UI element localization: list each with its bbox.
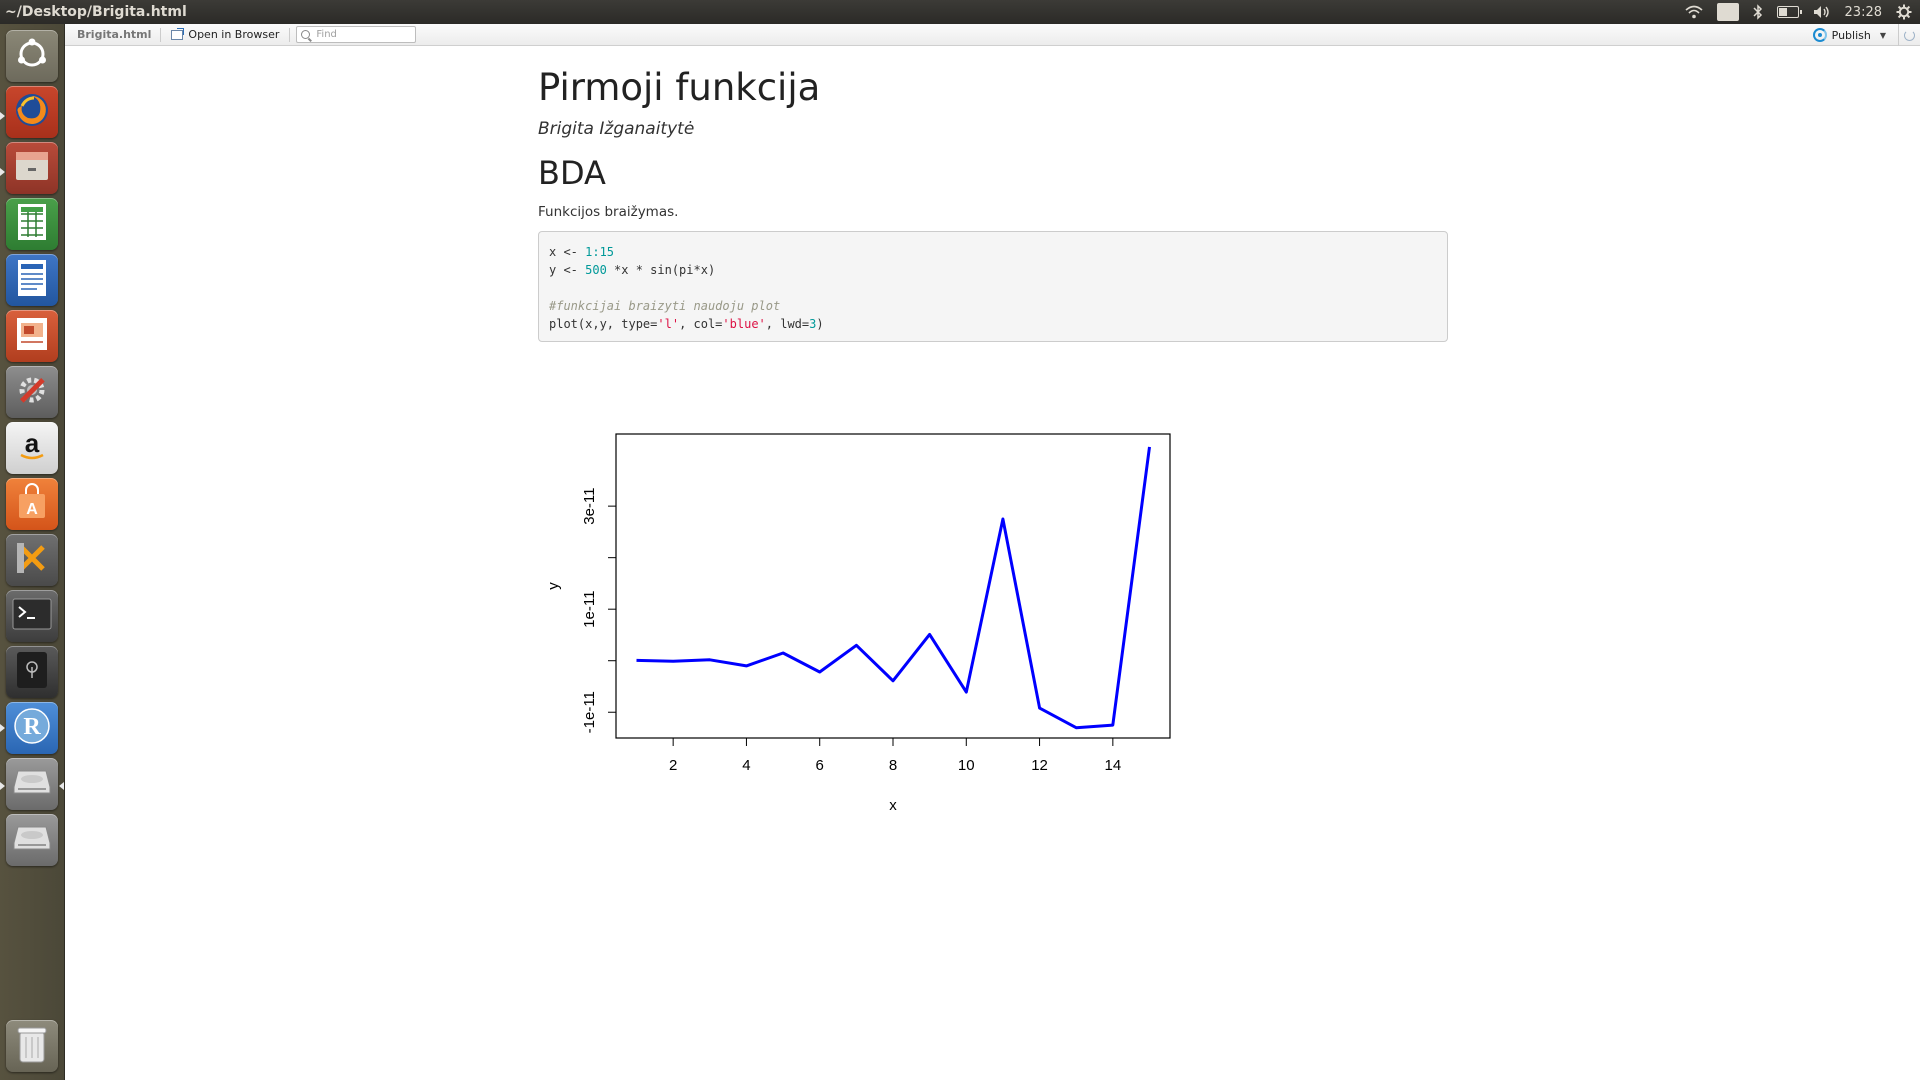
page-title: Pirmoji funkcija — [538, 66, 821, 109]
plot-frame — [615, 433, 1171, 739]
svg-text:A: A — [26, 501, 38, 518]
x-tool-icon — [13, 539, 51, 581]
keyboard-layout-indicator[interactable]: Lt — [1716, 3, 1739, 21]
find-box[interactable] — [296, 26, 417, 43]
launcher-files[interactable] — [6, 142, 58, 194]
spreadsheet-icon — [15, 202, 49, 246]
launcher-firefox[interactable] — [6, 86, 58, 138]
presentation-icon — [14, 315, 50, 357]
terminal-icon — [12, 598, 52, 634]
open-in-browser-label: Open in Browser — [188, 27, 280, 41]
launcher-trash[interactable] — [6, 1020, 58, 1072]
launcher: a A R — [0, 24, 65, 1080]
volume-icon[interactable] — [1813, 3, 1831, 21]
chevron-down-icon[interactable]: ▼ — [1879, 30, 1886, 40]
hard-disk-icon — [12, 767, 52, 801]
system-tray: Lt 23:28 — [1685, 0, 1920, 24]
launcher-rstudio[interactable]: R — [6, 702, 58, 754]
refresh-button[interactable] — [1898, 24, 1920, 46]
svg-text:R: R — [23, 714, 41, 740]
wifi-icon[interactable] — [1685, 3, 1703, 21]
launcher-software-center[interactable]: A — [6, 478, 58, 530]
trash-icon — [15, 1024, 49, 1068]
publish-label: Publish — [1831, 28, 1871, 42]
document-icon — [15, 258, 49, 302]
y-tick-label: -1e-11 — [581, 691, 598, 733]
x-tick-label: 8 — [889, 757, 897, 774]
launcher-writer[interactable] — [6, 254, 58, 306]
launcher-amazon[interactable]: a — [6, 422, 58, 474]
x-tick-label: 12 — [1031, 757, 1048, 774]
code-line: #funkcijai braizyti naudoju plot — [549, 299, 781, 313]
code-line: x <- 1:15 — [549, 245, 615, 259]
x-axis-label: x — [889, 797, 897, 814]
y-tick-label: 1e-11 — [581, 591, 598, 628]
x-tick-label: 14 — [1104, 757, 1121, 774]
window-title: ~/Desktop/Brigita.html — [5, 4, 187, 20]
clock[interactable]: 23:28 — [1844, 4, 1882, 20]
gear-icon[interactable] — [1896, 3, 1912, 21]
code-line: plot(x,y, type='l', col='blue', lwd=3) — [549, 317, 824, 331]
shopping-bag-icon: A — [14, 483, 50, 525]
open-external-icon — [171, 27, 185, 40]
top-panel: ~/Desktop/Brigita.html Lt 23:28 — [0, 0, 1920, 24]
launcher-terminal[interactable] — [6, 590, 58, 642]
find-input[interactable] — [316, 29, 407, 40]
wrench-gear-icon — [13, 371, 51, 413]
launcher-xmind[interactable] — [6, 534, 58, 586]
series-line — [636, 446, 1151, 730]
launcher-disk[interactable] — [6, 646, 58, 698]
launcher-impress[interactable] — [6, 310, 58, 362]
launcher-system-settings[interactable] — [6, 366, 58, 418]
section-heading: BDA — [538, 154, 606, 192]
launcher-dash-home[interactable] — [6, 30, 58, 82]
firefox-icon — [12, 90, 52, 134]
x-tick-label: 6 — [816, 757, 824, 774]
viewer-toolbar: Brigita.html Open in Browser Publish ▼ — [65, 24, 1920, 46]
paragraph: Funkcijos braižymas. — [538, 204, 679, 220]
battery-icon[interactable] — [1776, 3, 1802, 21]
launcher-calc[interactable] — [6, 198, 58, 250]
publish-icon — [1812, 28, 1827, 42]
svg-text:a: a — [25, 428, 40, 458]
file-cabinet-icon — [13, 148, 51, 188]
y-tick-label: 3e-11 — [581, 488, 598, 525]
hard-disk-icon — [12, 823, 52, 857]
drive-icon — [14, 650, 50, 694]
x-tick-label: 10 — [958, 757, 975, 774]
code-line: y <- 500 *x * sin(pi*x) — [549, 263, 716, 277]
publish-button[interactable]: Publish ▼ — [1807, 24, 1898, 46]
plot: 2 4 6 8 10 12 14 x -1e-11 1e-11 3e-11 y — [538, 420, 1178, 820]
code-block: x <- 1:15 y <- 500 *x * sin(pi*x) #funkc… — [538, 231, 1448, 342]
r-logo-icon: R — [12, 706, 52, 750]
bluetooth-icon[interactable] — [1753, 3, 1763, 21]
amazon-icon: a — [14, 428, 50, 468]
search-icon — [301, 30, 311, 39]
x-tick-label: 4 — [742, 757, 750, 774]
x-tick-label: 2 — [669, 757, 677, 774]
ubuntu-logo-icon — [15, 37, 49, 75]
y-axis-label: y — [545, 582, 562, 590]
author: Brigita Ižganaitytė — [538, 119, 695, 139]
line-chart: 2 4 6 8 10 12 14 x -1e-11 1e-11 3e-11 y — [545, 433, 1171, 814]
code-line-blank — [549, 279, 1437, 297]
launcher-drive-2[interactable] — [6, 814, 58, 866]
viewer-file-label: Brigita.html — [65, 27, 162, 42]
open-in-browser-button[interactable]: Open in Browser — [161, 27, 291, 42]
launcher-drive-1[interactable] — [6, 758, 58, 810]
refresh-icon — [1904, 29, 1915, 41]
document: Pirmoji funkcija Brigita Ižganaitytė BDA… — [538, 46, 1448, 342]
